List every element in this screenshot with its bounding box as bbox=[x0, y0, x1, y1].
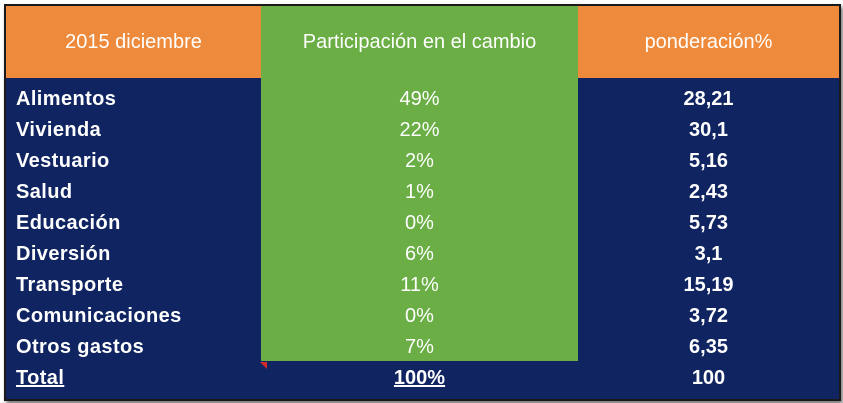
table-header: 2015 diciembre Participación en el cambi… bbox=[6, 6, 839, 78]
row-participation: 1% bbox=[405, 181, 434, 203]
row-weight: 30,1 bbox=[689, 119, 728, 141]
row-participation: 0% bbox=[405, 305, 434, 327]
row-weight: 3,72 bbox=[689, 305, 728, 327]
total-participation: 100% bbox=[261, 363, 578, 394]
row-category: Alimentos bbox=[16, 88, 117, 110]
row-weight: 3,1 bbox=[694, 243, 723, 265]
row-participation: 49% bbox=[399, 88, 440, 110]
row-weight: 2,43 bbox=[689, 181, 728, 203]
row-category: Diversión bbox=[16, 243, 111, 265]
data-table: 2015 diciembre Participación en el cambi… bbox=[4, 4, 841, 401]
table-row: Salud 1% 2,43 bbox=[6, 177, 839, 208]
row-category: Salud bbox=[16, 181, 73, 203]
table-row: Otros gastos 7% 6,35 bbox=[6, 332, 839, 363]
total-row: Total 100% 100 bbox=[6, 363, 839, 394]
header-period: 2015 diciembre bbox=[65, 30, 202, 53]
row-participation: 6% bbox=[405, 243, 434, 265]
header-weight: ponderación% bbox=[644, 30, 773, 53]
row-participation: 7% bbox=[405, 336, 434, 358]
table-row: Vivienda 22% 30,1 bbox=[6, 115, 839, 146]
table-row: Transporte 11% 15,19 bbox=[6, 270, 839, 301]
row-participation: 0% bbox=[405, 212, 434, 234]
table-row: Alimentos 49% 28,21 bbox=[6, 84, 839, 115]
total-weight: 100 bbox=[691, 367, 726, 389]
header-participation: Participación en el cambio bbox=[261, 6, 578, 78]
table-row: Educación 0% 5,73 bbox=[6, 208, 839, 239]
row-category: Vivienda bbox=[16, 119, 102, 141]
participation-column-bg bbox=[261, 78, 578, 361]
row-participation: 2% bbox=[405, 150, 434, 172]
table-row: Diversión 6% 3,1 bbox=[6, 239, 839, 270]
total-label: Total bbox=[16, 363, 261, 394]
row-participation: 11% bbox=[400, 274, 439, 296]
row-weight: 5,16 bbox=[689, 150, 728, 172]
row-weight: 15,19 bbox=[683, 274, 734, 296]
table-row: Vestuario 2% 5,16 bbox=[6, 146, 839, 177]
total-participation-text: 100% bbox=[393, 367, 446, 389]
row-weight: 5,73 bbox=[689, 212, 728, 234]
total-label-text: Total bbox=[16, 367, 65, 389]
comment-indicator bbox=[260, 362, 267, 369]
row-category: Otros gastos bbox=[16, 336, 145, 358]
row-category: Educación bbox=[16, 212, 121, 234]
row-category: Transporte bbox=[16, 274, 124, 296]
row-category: Vestuario bbox=[16, 150, 110, 172]
row-participation: 22% bbox=[399, 119, 440, 141]
row-category: Comunicaciones bbox=[16, 305, 182, 327]
row-weight: 6,35 bbox=[689, 336, 728, 358]
row-weight: 28,21 bbox=[683, 88, 734, 110]
table-row: Comunicaciones 0% 3,72 bbox=[6, 301, 839, 332]
